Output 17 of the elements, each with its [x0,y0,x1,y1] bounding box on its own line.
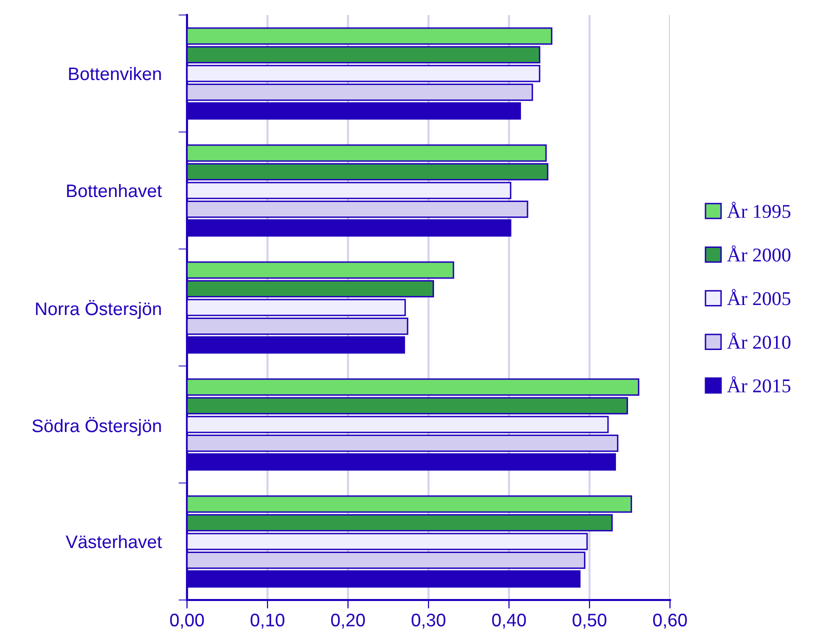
x-tick-label: 0,10 [250,614,284,629]
y-tick-label: Bottenhavet [67,184,162,198]
x-tick-label: 0,40 [492,614,526,629]
x-tick-label: 0,30 [412,614,446,629]
x-tick-label: 0,20 [331,614,365,629]
legend-label: År 2015 [727,376,790,392]
y-tick-label: Södra Östersjön [32,416,161,436]
legend-label: År 2010 [727,332,790,349]
y-tick-label: Bottenviken [69,66,161,80]
x-tick-label: 0,00 [170,614,204,629]
legend-label: År 2005 [727,289,790,306]
x-tick-label: 0,50 [572,614,606,629]
y-tick-label: Norra Östersjön [36,300,161,319]
y-tick-label: Västerhavet [66,534,162,548]
legend-label: År 1995 [727,202,790,218]
x-tick-label: 0,60 [653,614,687,629]
legend-label: År 2000 [727,245,790,262]
